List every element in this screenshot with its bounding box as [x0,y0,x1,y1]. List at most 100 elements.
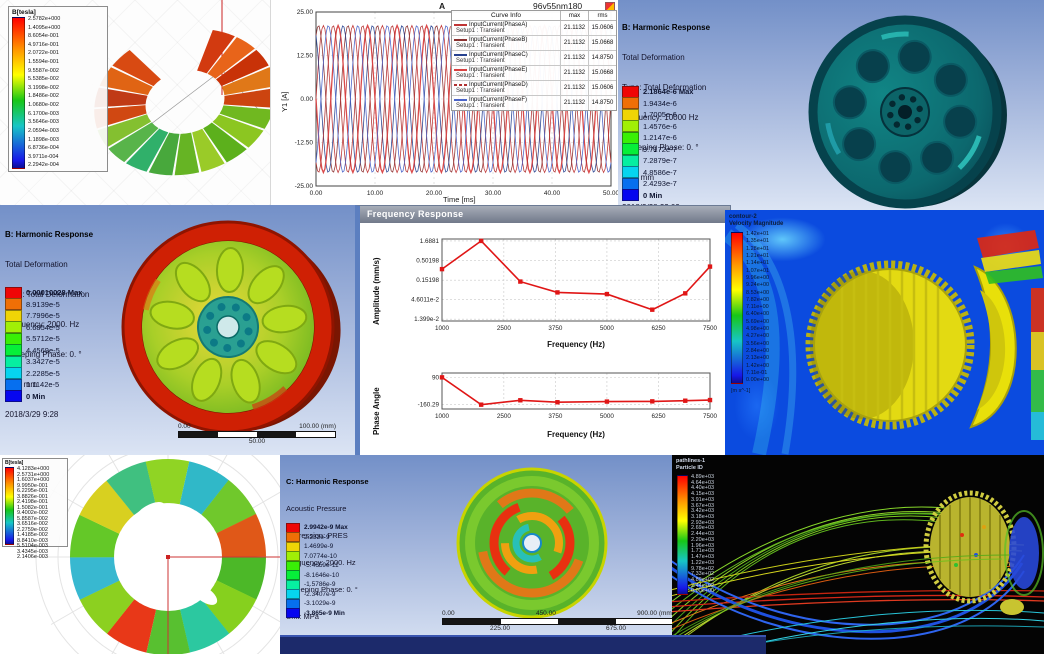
legend-row: 0 Min [622,189,693,202]
legend-row: 2.9942e-9 Max [286,522,348,533]
ring-viewport[interactable] [0,455,280,654]
legend-value: -3.865e-9 Min [304,609,345,617]
legend-swatch [286,589,300,600]
legend-value: 1.28e+01 [746,245,770,252]
svg-text:-25.00: -25.00 [295,183,314,190]
legend-value: 2.20e+03 [691,536,715,543]
disk-viewport[interactable] [280,455,672,654]
legend-value: 2.0594e-003 [28,127,59,134]
legend-value: 2.232e-9 [304,533,330,541]
panel-harmonic-10000: B: Harmonic Response Total Deformation T… [618,0,1044,210]
legend-swatch [286,579,300,590]
legend-value: 4.98e+00 [746,326,770,333]
legend-swatch [622,85,639,98]
cfd-legend-title: contour-2 Velocity Magnitude [729,214,784,227]
phase-chart[interactable]: 1000 2500 3750 5000 6250 7500 90 -160.29 Frequen… [390,363,720,449]
panel-maxwell-ring: B[tesla] 4.1283e+000 2.5731e+000 1.6037e+0… [0,455,280,654]
svg-text:1.399e-2: 1.399e-2 [414,316,439,323]
svg-text:0.00: 0.00 [300,96,313,103]
svg-text:5000: 5000 [600,325,615,332]
legend-value: -8.1646e-10 [304,571,340,579]
legend-value: 1.9434e-6 [643,98,677,108]
svg-text:25.00: 25.00 [297,9,314,16]
window-title-bar[interactable]: Frequency Response [360,206,730,223]
svg-text:4.6011e-2: 4.6011e-2 [411,297,439,304]
legend-swatch [622,143,639,156]
legend-row: 7.7996e-5 [5,309,82,322]
curve-info-row: InputCurrent(PhaseB) Setup1 : Transient 21… [452,36,616,51]
legend-value: 1.47e+03 [691,554,715,561]
legend-row: 1.4699e-9 [286,541,348,552]
legend-value: 1.21e+01 [746,252,770,259]
legend-swatch [622,166,639,179]
legend-row: 7.2879e-7 [622,154,693,167]
legend-value: 3.4345e-003 [17,548,48,555]
legend-swatch [286,608,300,619]
legend-value: 4.8586e-7 [643,167,677,177]
legend-value: 0 Min [26,391,46,401]
legend-value: 1.4699e-9 [304,543,334,551]
curve-info-table: Curve Info max rms InputCurrent(PhaseA) S… [451,10,617,111]
motor-viewport[interactable] [0,0,270,205]
legend-value: 2.93e+03 [691,519,715,526]
legend-value: 7.0774e-10 [304,552,337,560]
legend-row: 1.1142e-5 [5,378,82,391]
legend-value: 4.64e+03 [691,479,715,486]
legend-row: 2.2285e-5 [5,367,82,380]
window-bottom-bar [280,635,766,654]
particle-id-legend: 4.89e+03 4.64e+03 4.40e+03 4.15e+03 3.91e+03… [677,474,715,595]
svg-text:0.15198: 0.15198 [416,277,439,284]
curve-color-sample [454,99,467,101]
color-scale-bar [5,467,14,545]
flow-streak [734,222,797,455]
svg-text:1000: 1000 [435,325,450,332]
wheel-10000-viewport[interactable] [618,0,1044,210]
legend-row: 7.0774e-10 [286,551,348,562]
curve-color-sample [454,24,467,26]
amplitude-chart[interactable]: 1000 2500 3750 5000 6250 7500 1.6881 0.50198 0.1… [390,229,720,357]
legend-value: 2.9942e-9 Max [304,524,348,532]
panel-frequency-response: Frequency Response Amplitude (mm/s) 1000… [355,205,731,457]
legend-value: 4.1283e+000 [17,466,50,472]
legend-value: 9.24e+00 [746,282,770,289]
legend-value: 1.71e+03 [691,548,715,555]
legend-row: 2.4293e-7 [622,177,693,190]
legend-value: 3.56e+00 [746,340,770,347]
svg-text:1.6881: 1.6881 [420,238,440,245]
svg-text:10.00: 10.00 [367,190,384,197]
legend-swatch [5,298,22,311]
legend-value: 1.35e+01 [746,238,770,245]
legend-value: 1.22e+03 [691,559,715,566]
pathlines-viewport[interactable] [672,455,1044,654]
svg-text:7500: 7500 [703,413,718,420]
legend-value: 1.1898e-003 [28,136,59,143]
x-axis-label: Time [ms] [443,195,476,204]
legend-swatch [622,97,639,110]
svg-text:-12.50: -12.50 [295,140,314,147]
result-info: B: Harmonic Response Total Deformation T… [622,23,711,210]
legend-value: 0.00010028 Max [26,288,83,298]
legend-row: 1.4576e-6 [622,120,693,133]
curve-color-sample [454,84,467,86]
legend-value: 2.2285e-5 [26,368,60,378]
curve-info-row: InputCurrent(PhaseE) Setup1 : Transient 21… [452,66,616,81]
cfd-viewport[interactable] [725,210,1044,455]
legend-swatch [5,286,22,299]
curve-color-sample [454,39,467,41]
svg-text:6250: 6250 [651,325,666,332]
legend-value: 6.1700e-003 [28,110,59,117]
pressure-legend: 2.9942e-9 Max 2.232e-9 1.4699e-9 7.0774e-10… [286,522,348,619]
legend-value: 1.42e+01 [746,231,770,237]
legend-row: -3.865e-9 Min [286,608,348,619]
svg-text:20.00: 20.00 [426,190,443,197]
panel-acoustic-pressure: C: Harmonic Response Acoustic Pressure E… [280,455,672,654]
legend-value: 4.4569e-5 [26,345,60,355]
legend-row: -5.4659e-11 [286,560,348,571]
wheel-2000-viewport[interactable] [0,205,358,455]
legend-value: 3.42e+03 [691,508,715,515]
legend-value: 8.53e+00 [746,289,770,296]
legend-value: 7.2879e-7 [643,156,677,166]
legend-row: 0.00010028 Max [5,286,83,299]
window-body: Amplitude (mm/s) 1000 2500 3750 5000 6250 750… [360,223,730,456]
